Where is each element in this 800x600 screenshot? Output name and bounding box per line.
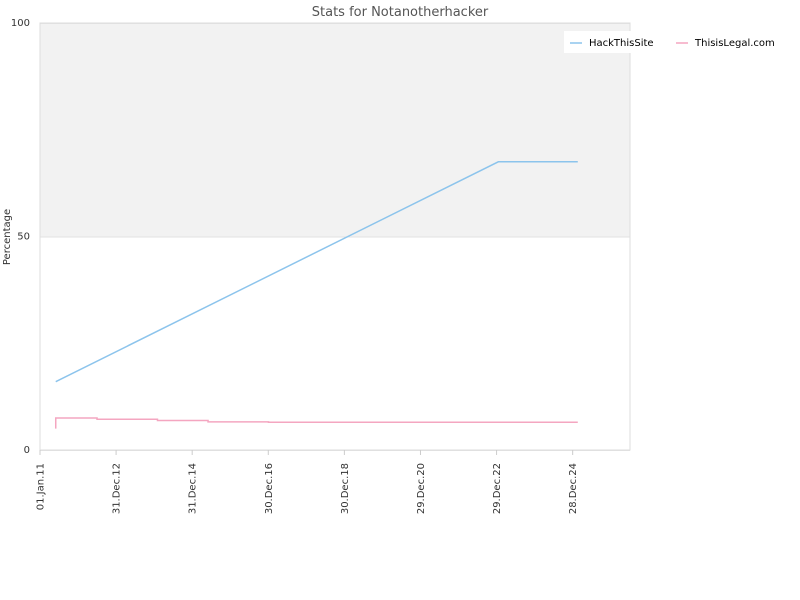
y-axis-ticks: 0 50 100 (11, 18, 30, 456)
x-tick-label: 30.Dec.18 (340, 463, 351, 514)
legend-item[interactable]: HackThisSite (570, 38, 654, 49)
y-axis-label: Percentage (2, 209, 13, 265)
legend-item[interactable]: ThisisLegal.com (676, 38, 775, 49)
series-lines (54, 161, 578, 429)
x-tick-label: 29.Dec.22 (492, 463, 503, 514)
x-tick-label: 28.Dec.24 (568, 463, 579, 514)
y-tick-label: 50 (17, 232, 30, 243)
series-line-thisislegal-com (54, 417, 578, 429)
series-line-hackthissite (55, 161, 578, 383)
x-tick-label: 31.Dec.14 (188, 463, 199, 514)
x-axis-ticks: 01.Jan.11 31.Dec.12 31.Dec.14 30.Dec.16 30.D… (36, 450, 579, 514)
plot-frame (39, 22, 631, 451)
x-tick-label: 31.Dec.12 (112, 463, 123, 514)
legend[interactable]: HackThisSite ThisisLegal.com (564, 31, 782, 53)
legend-label: ThisisLegal.com (694, 38, 775, 49)
x-tick-label: 01.Jan.11 (36, 463, 47, 510)
plot-band (40, 23, 630, 237)
chart-title: Stats for Notanotherhacker (312, 5, 489, 20)
y-tick-label: 100 (11, 18, 30, 29)
y-tick-label: 0 (24, 445, 30, 456)
legend-label: HackThisSite (589, 38, 654, 49)
legend-background (564, 31, 782, 53)
x-tick-label: 29.Dec.20 (416, 463, 427, 514)
x-tick-label: 30.Dec.16 (264, 463, 275, 514)
